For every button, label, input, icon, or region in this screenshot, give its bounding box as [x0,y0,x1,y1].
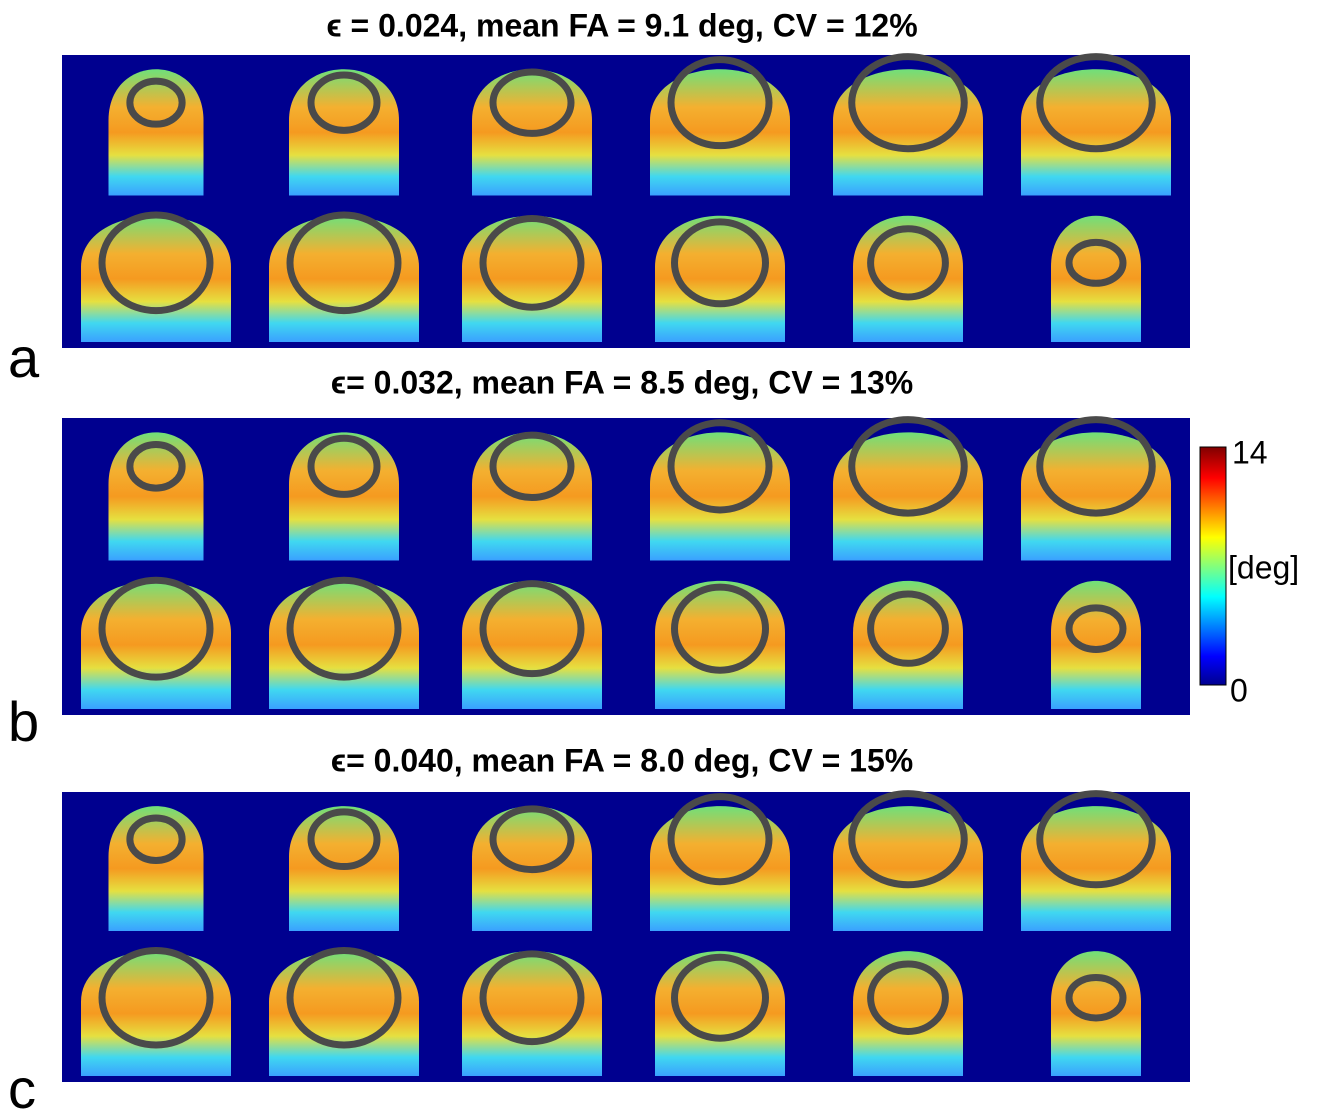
figure: ϵ = 0.024, mean FA = 9.1 deg, CV = 12% a ϵ… [0,0,1337,1113]
colorbar-min: 0 [1230,672,1248,708]
panel-title: ϵ = 0.024, mean FA = 9.1 deg, CV = 12% [326,7,917,43]
panels: ϵ = 0.024, mean FA = 9.1 deg, CV = 12% a ϵ… [8,7,1190,1113]
map-background [62,55,1190,348]
colorbar [1200,447,1226,685]
map-background [62,792,1190,1082]
panel-title: ϵ= 0.032, mean FA = 8.5 deg, CV = 13% [331,364,913,400]
panel-label: c [8,1057,36,1113]
head-map [853,951,963,1076]
map-background [62,418,1190,715]
head-map [853,216,963,342]
panel-title: ϵ= 0.040, mean FA = 8.0 deg, CV = 15% [331,742,913,778]
head-map [853,581,963,709]
head-map [109,69,204,195]
head-map [1051,581,1141,709]
panel-label: b [8,690,39,753]
head-map [109,432,204,560]
colorbar-max: 14 [1232,434,1268,470]
head-map [1051,216,1141,342]
head-map [1051,951,1141,1076]
head-map [109,806,204,931]
panel-label: a [8,326,40,389]
colorbar-unit: [deg] [1228,549,1299,585]
